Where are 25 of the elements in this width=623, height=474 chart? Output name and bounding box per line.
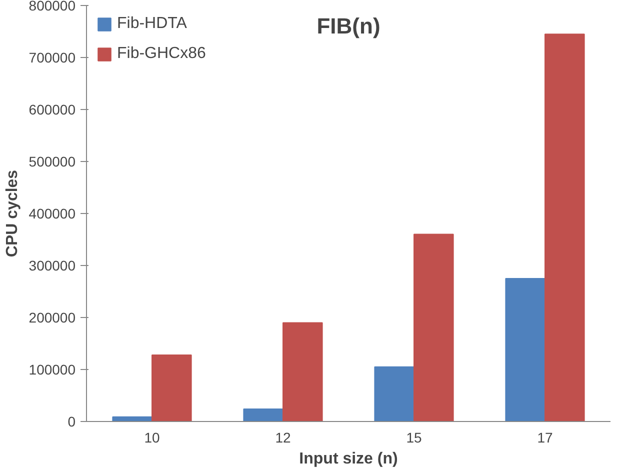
y-tick-label: 100000 <box>28 362 76 378</box>
bar <box>544 34 585 422</box>
bar <box>414 234 454 422</box>
y-tick-label: 800000 <box>28 0 76 14</box>
y-tick-label: 300000 <box>28 258 76 274</box>
y-tick-label: 200000 <box>28 310 76 326</box>
y-tick-label: 700000 <box>28 50 76 66</box>
bar <box>152 354 192 422</box>
bar <box>243 408 284 422</box>
chart-title: FIB(n) <box>316 14 380 38</box>
x-tick-label: 10 <box>144 430 160 446</box>
legend-label: Fib-GHCx86 <box>117 45 206 63</box>
y-tick-label: 0 <box>68 414 76 430</box>
legend-label: Fib-HDTA <box>117 15 187 33</box>
x-tick-label: 12 <box>275 430 291 446</box>
x-tick-label: 17 <box>537 430 553 446</box>
y-tick-label: 600000 <box>28 102 76 118</box>
bar <box>374 366 414 422</box>
y-tick-label: 400000 <box>28 206 76 222</box>
y-tick-label: 500000 <box>28 154 76 170</box>
bar <box>282 322 323 422</box>
y-axis-title: CPU cycles <box>4 170 21 258</box>
bar <box>505 278 546 422</box>
x-tick-label: 15 <box>406 430 422 446</box>
x-axis-title: Input size (n) <box>299 450 398 468</box>
